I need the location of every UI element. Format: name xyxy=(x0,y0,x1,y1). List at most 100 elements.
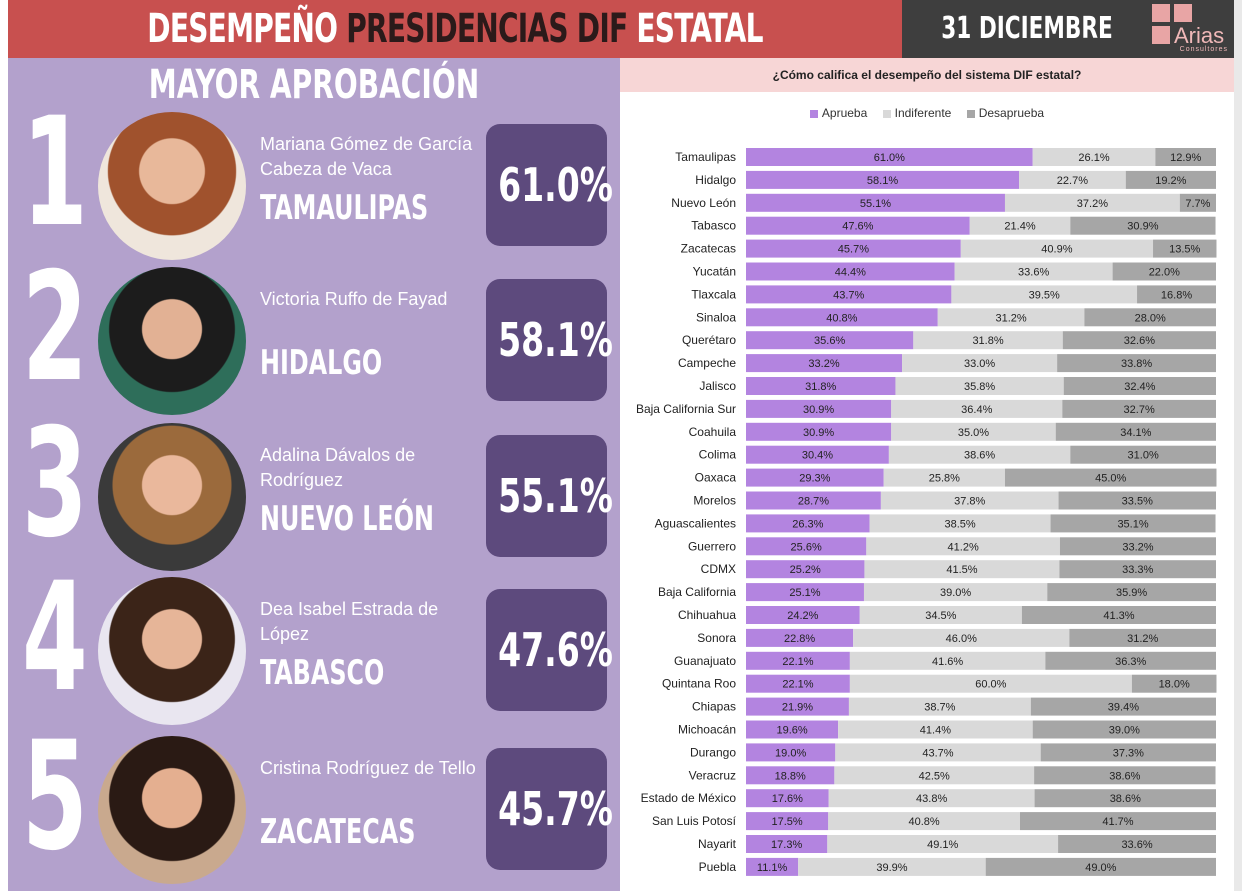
bar-segment-aprueba xyxy=(746,285,952,304)
bar-segment-desaprueba xyxy=(1030,697,1216,716)
bar-segment-indiferente xyxy=(880,491,1059,510)
rank-number: 4 xyxy=(22,551,88,725)
bar-segment-aprueba xyxy=(746,789,829,808)
data-label: 34.1% xyxy=(1120,427,1151,439)
category-label: Baja California Sur xyxy=(636,402,736,416)
rank-number: 3 xyxy=(22,397,88,571)
category-label: Zacatecas xyxy=(681,242,736,256)
logo-arrow-icon xyxy=(1174,4,1192,22)
bar-segment-desaprueba xyxy=(1059,560,1216,579)
data-label: 21.4% xyxy=(1004,221,1035,233)
portrait-photo xyxy=(98,267,246,415)
data-label: 37.8% xyxy=(954,496,985,508)
data-label: 41.7% xyxy=(1102,816,1133,828)
question-band: ¿Cómo califica el desempeño del sistema … xyxy=(620,58,1234,92)
data-label: 37.3% xyxy=(1113,747,1144,759)
bar-segment-desaprueba xyxy=(1058,835,1216,853)
category-label: Sonora xyxy=(697,631,736,645)
bar-segment-indiferente xyxy=(849,674,1132,693)
category-label: Aguascalientes xyxy=(655,516,736,530)
page-title: DESEMPEÑO PRESIDENCIAS DIF ESTATAL xyxy=(106,0,803,58)
page-edge xyxy=(1234,0,1242,891)
bar-segment-indiferente xyxy=(1019,170,1126,189)
bar-segment-aprueba xyxy=(746,537,867,556)
legend-swatch xyxy=(809,109,818,118)
bar-segment-indiferente xyxy=(869,514,1051,533)
data-label: 41.4% xyxy=(920,725,951,737)
data-label: 13.5% xyxy=(1169,244,1200,256)
data-label: 25.8% xyxy=(929,473,960,485)
bar-segment-indiferente xyxy=(864,560,1060,579)
data-label: 40.9% xyxy=(1041,244,1072,256)
approval-box: 45.7% xyxy=(486,748,613,870)
ranking-item: 3 Adalina Dávalos de Rodríguez NUEVO LEÓ… xyxy=(8,409,620,573)
data-label: 26.1% xyxy=(1078,152,1109,164)
data-label: 35.1% xyxy=(1117,518,1148,530)
data-label: 22.1% xyxy=(782,656,813,668)
bar-segment-desaprueba xyxy=(1062,331,1216,350)
ranking-item: 4 Dea Isabel Estrada de López TABASCO 47… xyxy=(8,563,620,727)
bar-segment-aprueba xyxy=(746,308,938,327)
data-label: 30.9% xyxy=(1127,221,1158,233)
category-label: Chihuahua xyxy=(678,608,736,622)
bar-segment-desaprueba xyxy=(1055,422,1216,441)
category-label: Morelos xyxy=(693,494,736,508)
bar-segment-indiferente xyxy=(828,789,1035,808)
data-label: 31.2% xyxy=(995,312,1026,324)
legend-label: Aprueba xyxy=(821,106,868,120)
data-label: 38.6% xyxy=(1109,770,1140,782)
approval-pct: 47.6% xyxy=(498,623,613,677)
bar-segment-aprueba xyxy=(746,354,903,373)
bar-segment-aprueba xyxy=(746,193,1005,212)
bar-segment-aprueba xyxy=(746,422,892,441)
category-label: Oaxaca xyxy=(695,471,737,485)
category-label: Chiapas xyxy=(692,700,736,714)
bar-segment-aprueba xyxy=(746,674,850,693)
data-label: 33.6% xyxy=(1018,267,1049,279)
bar-segment-desaprueba xyxy=(1131,674,1217,693)
bar-segment-desaprueba xyxy=(1040,743,1216,762)
data-label: 11.1% xyxy=(757,862,788,874)
data-label: 19.6% xyxy=(776,725,807,737)
rank-number: 1 xyxy=(22,86,88,260)
bar-segment-desaprueba xyxy=(1137,285,1216,304)
bar-segment-aprueba xyxy=(746,720,839,739)
category-label: Guanajuato xyxy=(674,654,736,668)
category-label: Tabasco xyxy=(691,219,736,233)
bar-segment-indiferente xyxy=(834,766,1035,785)
bar-segment-indiferente xyxy=(866,537,1060,556)
person-name: Cristina Rodríguez de Tello xyxy=(260,758,476,778)
bar-segment-desaprueba xyxy=(1084,308,1216,327)
state-name: TAMAULIPAS xyxy=(260,188,429,228)
person-name: Mariana Gómez de García Cabeza de Vaca xyxy=(260,134,473,179)
arias-logo: Arias Consultores xyxy=(1152,4,1228,54)
data-label: 47.6% xyxy=(842,221,873,233)
data-label: 22.7% xyxy=(1057,175,1088,187)
category-label: Estado de México xyxy=(641,791,737,805)
data-label: 18.0% xyxy=(1159,679,1190,691)
ranking-panel: MAYOR APROBACIÓN 1 Mariana Gómez de Garc… xyxy=(8,58,620,891)
portrait-photo xyxy=(98,577,246,725)
legend-item-aprueba: Aprueba xyxy=(809,106,868,120)
bar-segment-indiferente xyxy=(937,308,1085,327)
bar-segment-indiferente xyxy=(863,583,1048,602)
bar-segment-aprueba xyxy=(746,857,799,876)
data-label: 17.3% xyxy=(771,839,802,851)
bar-segment-aprueba xyxy=(746,445,889,464)
rank-number: 2 xyxy=(22,241,88,415)
bar-segment-aprueba xyxy=(746,583,864,602)
data-label: 39.0% xyxy=(940,587,971,599)
bar-segment-aprueba xyxy=(746,697,849,716)
data-label: 22.0% xyxy=(1149,267,1180,279)
bar-segment-indiferente xyxy=(883,468,1005,487)
category-label: Tlaxcala xyxy=(691,287,736,301)
title-part-2: PRESIDENCIAS DIF xyxy=(346,6,628,52)
category-label: Durango xyxy=(690,745,736,759)
bar-segment-desaprueba xyxy=(1021,606,1216,624)
bar-segment-aprueba xyxy=(746,766,835,785)
bar-segment-desaprueba xyxy=(1045,651,1216,670)
data-label: 43.7% xyxy=(922,747,953,759)
bar-segment-aprueba xyxy=(746,239,961,258)
category-label: Tamaulipas xyxy=(675,150,736,164)
rank-number: 5 xyxy=(22,710,88,884)
